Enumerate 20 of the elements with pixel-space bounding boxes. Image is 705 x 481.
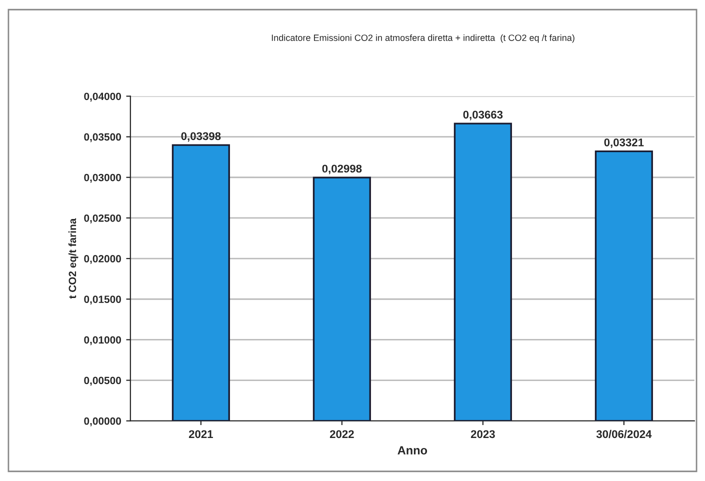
y-tick-label: 0,04000	[84, 92, 121, 102]
data-label: 0,03663	[463, 110, 503, 120]
data-label: 0,02998	[322, 164, 362, 174]
chart-title: Indicatore Emissioni CO2 in atmosfera diretta + indiretta (t CO2 eq /t farina)	[272, 34, 574, 43]
y-tick-label: 0,01000	[84, 336, 121, 346]
x-tick-label: 2023	[470, 430, 495, 438]
y-axis-title: t CO2 eq/t farina	[68, 218, 78, 299]
data-label: 0,03398	[181, 132, 221, 142]
x-tick-label: 30/06/2024	[596, 430, 652, 438]
y-tick-label: 0,03000	[84, 174, 121, 183]
y-tick-label: 0,00500	[84, 376, 121, 386]
x-axis-title: Anno	[398, 446, 428, 454]
y-tick-label: 0,02500	[84, 214, 121, 224]
y-tick-label: 0,02000	[84, 255, 121, 264]
x-tick-label: 2021	[188, 430, 213, 438]
data-label: 0,03321	[604, 138, 644, 148]
y-tick-label: 0,01500	[84, 296, 121, 305]
x-tick-label: 2022	[330, 430, 354, 438]
y-tick-label: 0,00000	[84, 417, 121, 426]
y-tick-label: 0,03500	[84, 133, 121, 142]
